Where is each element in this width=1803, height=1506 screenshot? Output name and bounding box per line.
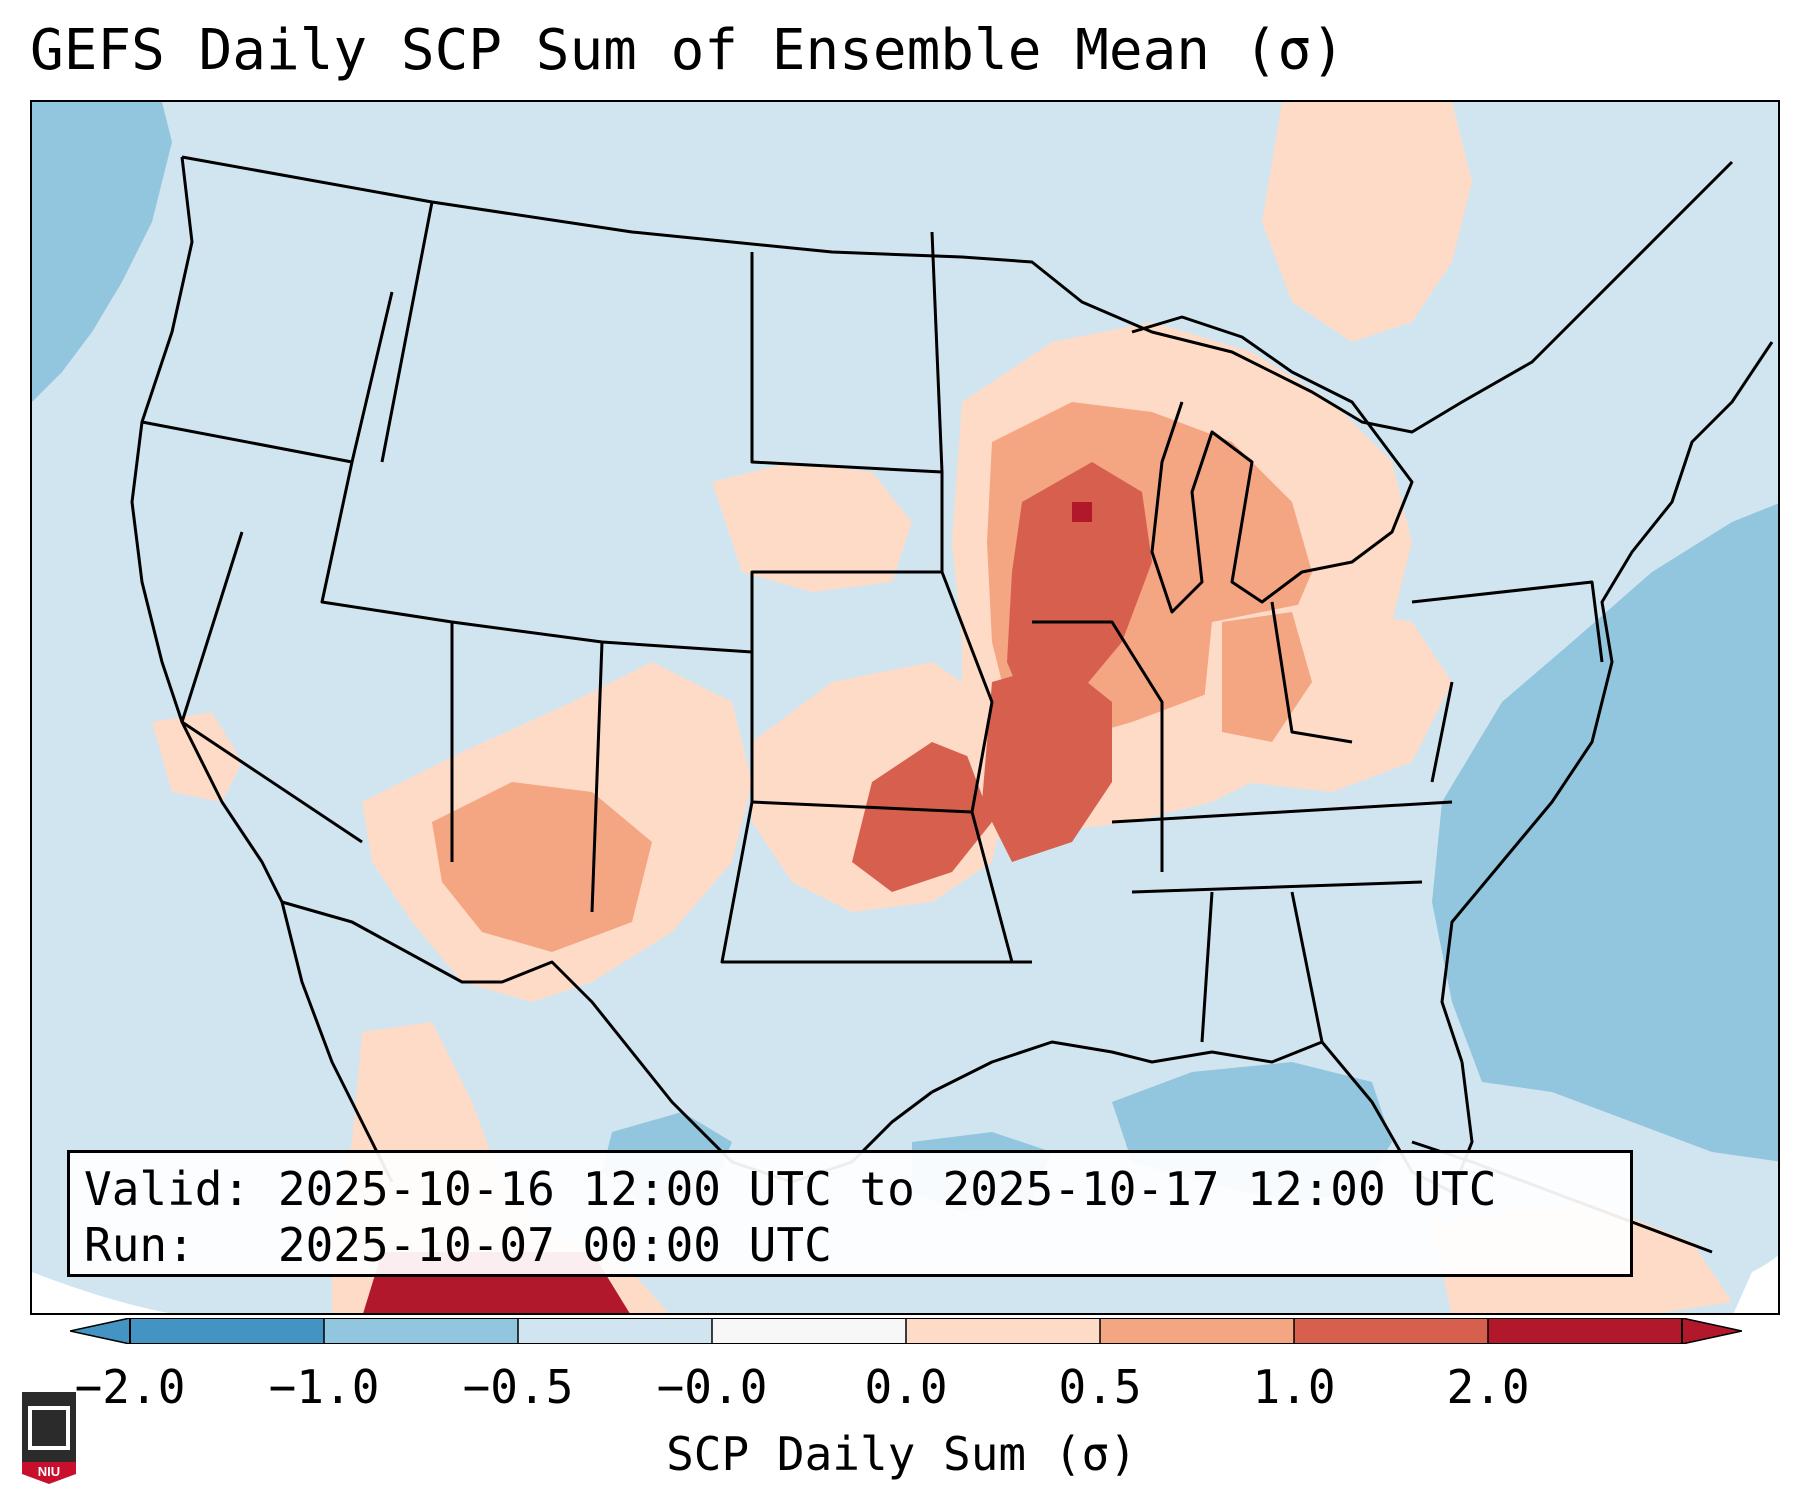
run-time: 2025-10-07 00:00 UTC [277,1218,832,1272]
projection-edge-right [1733,1255,1778,1313]
colorbar-tick-label: 2.0 [1446,1360,1530,1414]
colorbar-segment [130,1318,325,1344]
valid-label: Valid: [84,1162,251,1216]
colorbar-tick-label: 1.0 [1252,1360,1336,1414]
anomaly-fields [32,102,1778,1313]
state-lines-central [720,231,1032,964]
state-lines-east [1032,580,1604,1043]
niu-logo: NIU [22,1392,76,1484]
valid-time: 2025-10-16 12:00 UTC to 2025-10-17 12:00… [277,1162,1497,1216]
colorbar-extend-high [1681,1318,1742,1344]
great-lakes-outline [1131,315,1414,614]
logo-window-frame-icon [32,1410,66,1446]
anomaly-area-california [152,712,242,802]
colorbar [70,1318,1742,1344]
coast-west [130,156,284,903]
anomaly-area-upper-mississippi [1007,462,1152,722]
anomaly-area-north-plains [712,462,912,592]
colorbar-segment [712,1318,907,1344]
colorbar-tick-label: −0.0 [656,1360,768,1414]
anomaly-map [32,102,1778,1313]
colorbar-segment [1100,1318,1295,1344]
projection-edge-left [32,1272,169,1313]
logo-shield-icon [22,1462,76,1484]
run-label: Run: [84,1218,195,1272]
anomaly-area-southwest-core [432,782,652,952]
colorbar-segment [1294,1318,1489,1344]
state-lines-west [141,201,973,913]
anomaly-area-wisconsin-core [1072,502,1092,522]
colorbar-tick-label: −2.0 [74,1360,186,1414]
border-canada [181,155,1734,434]
colorbar-tick-label: 0.5 [1058,1360,1142,1414]
valid-run-info-box: Valid: 2025-10-16 12:00 UTC to 2025-10-1… [67,1150,1633,1277]
colorbar-label: SCP Daily Sum (σ) [666,1427,1137,1481]
colorbar-segment [906,1318,1101,1344]
colorbar-segment [1488,1318,1683,1344]
colorbar-segment [324,1318,519,1344]
map-title: GEFS Daily SCP Sum of Ensemble Mean (σ) [30,18,1345,83]
anomaly-area-oklahoma-core [852,742,992,892]
colorbar-tick-label: −0.5 [462,1360,574,1414]
coast-east [1440,341,1774,1063]
colorbar-extend-low [70,1318,131,1344]
anomaly-area-mid-mississippi [982,662,1112,862]
colorbar-tick-label: 0.0 [864,1360,948,1414]
colorbar-segment [518,1318,713,1344]
anomaly-area-pacific-nw [32,102,172,402]
logo-text: NIU [38,1464,60,1479]
anomaly-area-canada-east [1262,102,1472,342]
colorbar-tick-label: −1.0 [268,1360,380,1414]
map-panel [30,100,1780,1315]
anomaly-area-western-atlantic [1432,503,1778,1162]
